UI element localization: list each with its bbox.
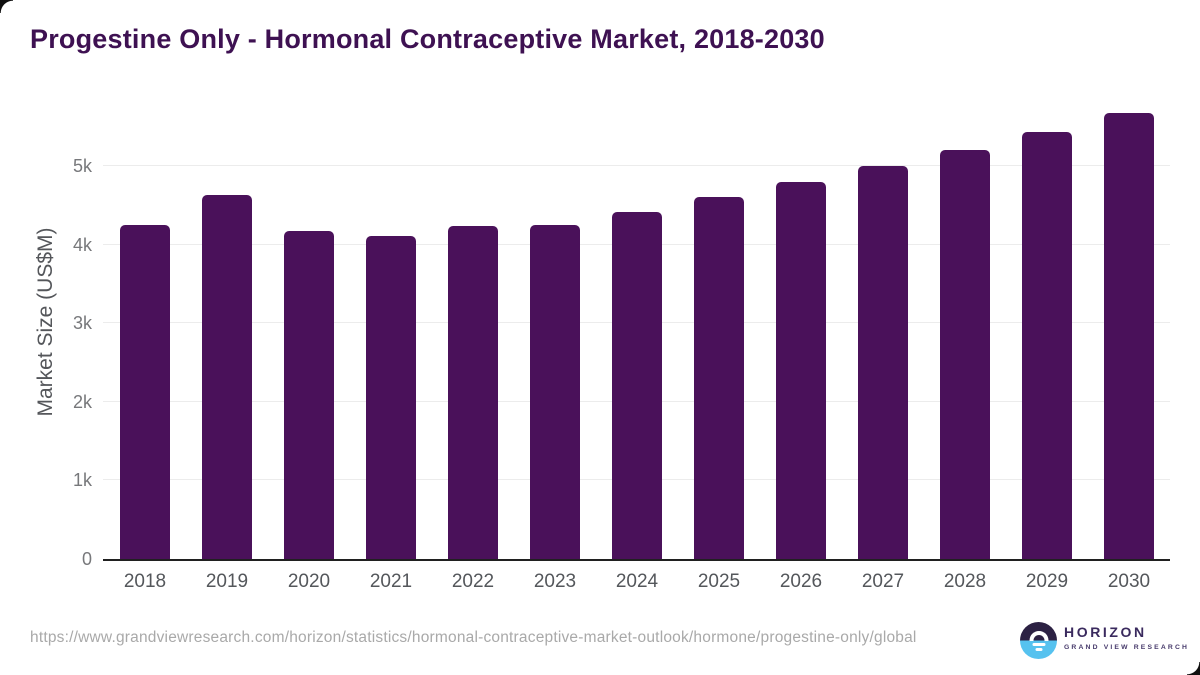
y-tick-label-2k: 2k (72, 391, 92, 412)
y-tick-label-3k: 3k (72, 313, 92, 334)
x-axis-label-2022: 2022 (451, 571, 495, 592)
logo-arch-shape (1029, 630, 1048, 641)
bar-2021 (366, 235, 416, 559)
x-axis-label-2018: 2018 (123, 571, 167, 592)
bar-2024 (612, 211, 662, 559)
x-axis-label-2026: 2026 (779, 571, 823, 592)
y-tick-label-1k: 1k (72, 470, 92, 491)
chart-title: Progestine Only - Hormonal Contraceptive… (30, 24, 825, 54)
bar-2025 (694, 196, 744, 559)
bar-2029 (1022, 132, 1072, 559)
bar-2023 (530, 224, 580, 559)
bar-2027 (858, 166, 908, 559)
x-axis-label-2024: 2024 (615, 571, 659, 592)
gridline-5k (103, 165, 1170, 166)
x-axis-label-2019: 2019 (205, 571, 249, 592)
x-axis-label-2028: 2028 (943, 571, 987, 592)
bar-2028 (940, 150, 990, 559)
x-axis-label-2020: 2020 (287, 571, 331, 592)
x-axis-label-2021: 2021 (369, 571, 413, 592)
horizon-logo-icon (1020, 622, 1057, 659)
y-tick-label-0: 0 (81, 549, 92, 569)
x-axis-label-2027: 2027 (861, 571, 905, 592)
bar-2018 (120, 224, 170, 559)
bar-2030 (1104, 113, 1154, 559)
bar-2020 (284, 231, 334, 559)
bar-2022 (448, 225, 498, 559)
logo-reflection-line (1035, 648, 1042, 651)
frame-corner-bottom-right (1187, 662, 1200, 675)
y-tick-label-4k: 4k (72, 234, 92, 255)
y-tick-label-5k: 5k (72, 156, 92, 176)
x-axis-label-2023: 2023 (533, 571, 577, 592)
logo-reflection-line (1032, 643, 1045, 646)
plot-area: 2018 2019 2020 2021 2022 2023 2024 2025 2026 2027… (103, 100, 1170, 592)
x-axis-label-2025: 2025 (697, 571, 741, 592)
logo-subtitle: GRAND VIEW RESEARCH (1064, 643, 1190, 651)
x-axis-label-2029: 2029 (1025, 571, 1069, 592)
bar-2026 (776, 181, 826, 559)
x-axis-label-2030: 2030 (1107, 571, 1151, 592)
bar-2019 (202, 195, 252, 559)
source-url: https://www.grandviewresearch.com/horizo… (30, 629, 917, 646)
logo-name: HORIZON (1064, 624, 1147, 640)
horizon-logo: HORIZON GRAND VIEW RESEARCH (1020, 622, 1187, 662)
logo-text-block: HORIZON GRAND VIEW RESEARCH (1064, 624, 1189, 651)
frame-corner-top-left (0, 0, 13, 13)
